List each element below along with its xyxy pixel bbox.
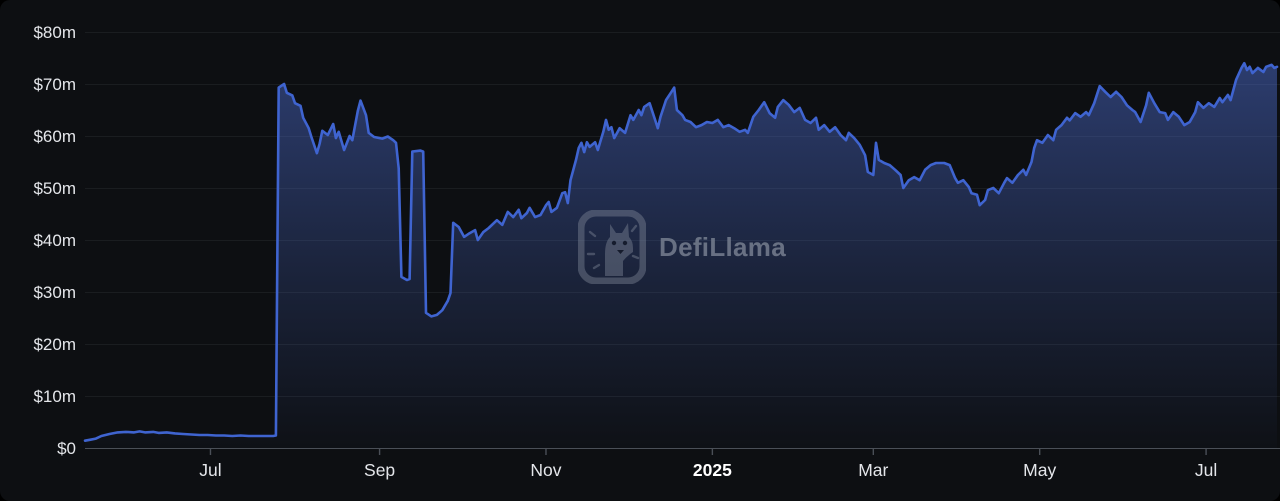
tvl-area-fill bbox=[85, 63, 1277, 448]
x-axis-label: 2025 bbox=[693, 460, 732, 480]
tvl-line-series bbox=[83, 61, 1279, 442]
area-fill-path bbox=[85, 63, 1277, 448]
y-axis-label: $60m bbox=[33, 127, 76, 146]
x-axis-label: Jul bbox=[1195, 460, 1217, 480]
x-axis-label: Sep bbox=[364, 460, 395, 480]
y-axis-label: $20m bbox=[33, 335, 76, 354]
line-path bbox=[83, 61, 1279, 442]
y-axis-labels: $0 $10m $20m $30m $40m $50m $60m $70m $80m bbox=[33, 23, 76, 458]
y-axis-label: $10m bbox=[33, 387, 76, 406]
axes bbox=[85, 448, 1280, 455]
x-axis-label: Jul bbox=[199, 460, 221, 480]
x-axis-labels: Jul Sep Nov 2025 Mar May Jul bbox=[199, 460, 1217, 480]
y-axis-label: $80m bbox=[33, 23, 76, 42]
y-axis-label: $40m bbox=[33, 231, 76, 250]
y-axis-label: $70m bbox=[33, 75, 76, 94]
x-axis-label: Mar bbox=[858, 460, 888, 480]
y-axis-label: $0 bbox=[57, 439, 76, 458]
y-axis-label: $30m bbox=[33, 283, 76, 302]
x-axis-label: Nov bbox=[530, 460, 561, 480]
y-axis-label: $50m bbox=[33, 179, 76, 198]
x-axis-label: May bbox=[1023, 460, 1056, 480]
